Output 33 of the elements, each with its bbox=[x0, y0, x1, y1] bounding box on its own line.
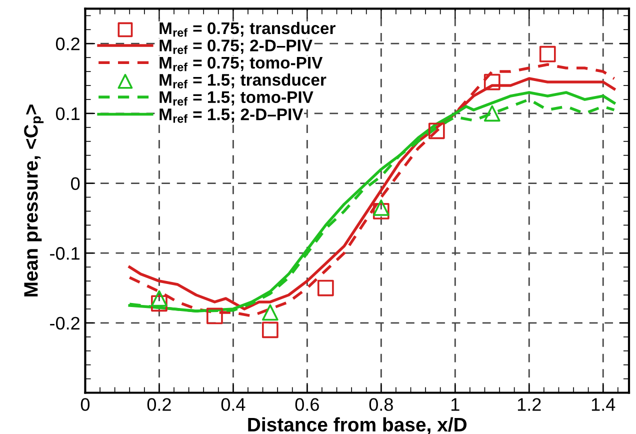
point bbox=[317, 280, 334, 296]
y-axis-title: Mean pressure, <C$_{p}$> bbox=[24, 104, 44, 296]
point bbox=[484, 105, 500, 122]
x-tick-label: 0.4 bbox=[221, 398, 246, 411]
point bbox=[206, 308, 223, 324]
point bbox=[151, 290, 168, 307]
x-tick-label: 0.2 bbox=[147, 398, 171, 411]
x-tick-label: 0 bbox=[80, 398, 90, 411]
point bbox=[372, 203, 390, 220]
point bbox=[262, 322, 278, 338]
legend-label: M$_{ref}$ = 1.5; tomo-PIV bbox=[160, 91, 314, 106]
x-tick-label: 1 bbox=[452, 398, 460, 411]
point bbox=[428, 122, 445, 140]
point bbox=[484, 74, 500, 90]
y-tick-label: -0.2 bbox=[50, 316, 80, 330]
x-tick-label: 0.6 bbox=[295, 398, 319, 411]
legend-label: M$_{ref}$ = 0.75; tomo-PIV bbox=[160, 56, 323, 72]
x-axis-title: Distance from base, x/D bbox=[248, 417, 467, 434]
x-tick-label: 1.2 bbox=[518, 398, 541, 411]
x-tick-label: 0.8 bbox=[369, 398, 393, 411]
y-tick-label: 0.2 bbox=[56, 38, 80, 50]
legend-label: M$_{ref}$ = 1.5; transducer bbox=[160, 74, 326, 88]
y-tick-label: -0.1 bbox=[50, 247, 80, 260]
point bbox=[372, 200, 390, 216]
legend-label: M$_{ref}$ = 0.75; transducer bbox=[160, 22, 336, 37]
y-tick-label: 0 bbox=[71, 177, 80, 190]
y-tick-label: 0.1 bbox=[56, 107, 80, 120]
point bbox=[262, 304, 278, 321]
point bbox=[539, 46, 556, 62]
point bbox=[151, 295, 168, 312]
legend-label: M$_{ref}$ = 0.75; 2-D–PIV bbox=[160, 40, 312, 54]
x-tick-label: 1.4 bbox=[592, 398, 616, 411]
legend-label: M$_{ref}$ = 1.5; 2-D–PIV bbox=[160, 108, 304, 123]
